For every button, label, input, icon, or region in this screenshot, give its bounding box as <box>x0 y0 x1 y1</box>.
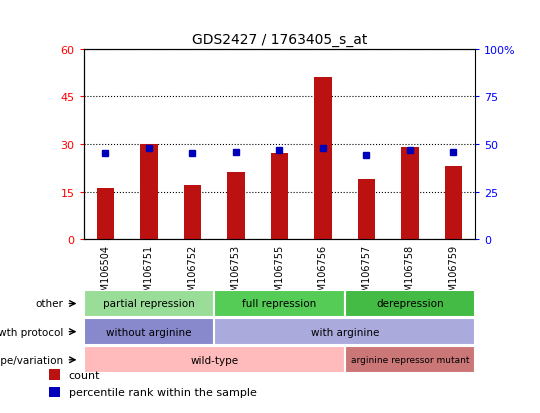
Text: GSM106758: GSM106758 <box>405 244 415 303</box>
Bar <box>314 78 332 240</box>
Text: GSM106753: GSM106753 <box>231 244 241 303</box>
Bar <box>184 186 201 240</box>
Text: partial repression: partial repression <box>103 299 195 309</box>
Text: count: count <box>69 370 100 380</box>
Bar <box>84 347 345 373</box>
Bar <box>214 290 345 317</box>
Text: wild-type: wild-type <box>190 355 238 365</box>
Text: other: other <box>35 299 63 309</box>
Bar <box>227 173 245 240</box>
Text: GSM106756: GSM106756 <box>318 244 328 303</box>
Text: GSM106751: GSM106751 <box>144 244 154 303</box>
Text: GSM106759: GSM106759 <box>448 244 458 303</box>
Bar <box>401 148 418 240</box>
Text: derepression: derepression <box>376 299 444 309</box>
Bar <box>345 347 475 373</box>
Text: GSM106755: GSM106755 <box>274 244 285 303</box>
Bar <box>49 387 60 397</box>
Text: with arginine: with arginine <box>310 327 379 337</box>
Bar <box>214 318 475 345</box>
Text: percentile rank within the sample: percentile rank within the sample <box>69 387 256 397</box>
Text: GSM106752: GSM106752 <box>187 244 198 303</box>
Text: genotype/variation: genotype/variation <box>0 355 63 365</box>
Bar <box>84 318 214 345</box>
Text: GSM106757: GSM106757 <box>361 244 372 303</box>
Bar <box>97 189 114 240</box>
Text: GSM106504: GSM106504 <box>100 244 111 303</box>
Bar <box>49 370 60 380</box>
Title: GDS2427 / 1763405_s_at: GDS2427 / 1763405_s_at <box>192 33 367 47</box>
Text: growth protocol: growth protocol <box>0 327 63 337</box>
Bar <box>271 154 288 240</box>
Text: arginine repressor mutant: arginine repressor mutant <box>350 356 469 364</box>
Bar <box>140 145 158 240</box>
Bar <box>345 290 475 317</box>
Bar <box>445 167 462 240</box>
Text: full repression: full repression <box>242 299 316 309</box>
Bar <box>84 290 214 317</box>
Text: without arginine: without arginine <box>106 327 192 337</box>
Bar <box>357 179 375 240</box>
